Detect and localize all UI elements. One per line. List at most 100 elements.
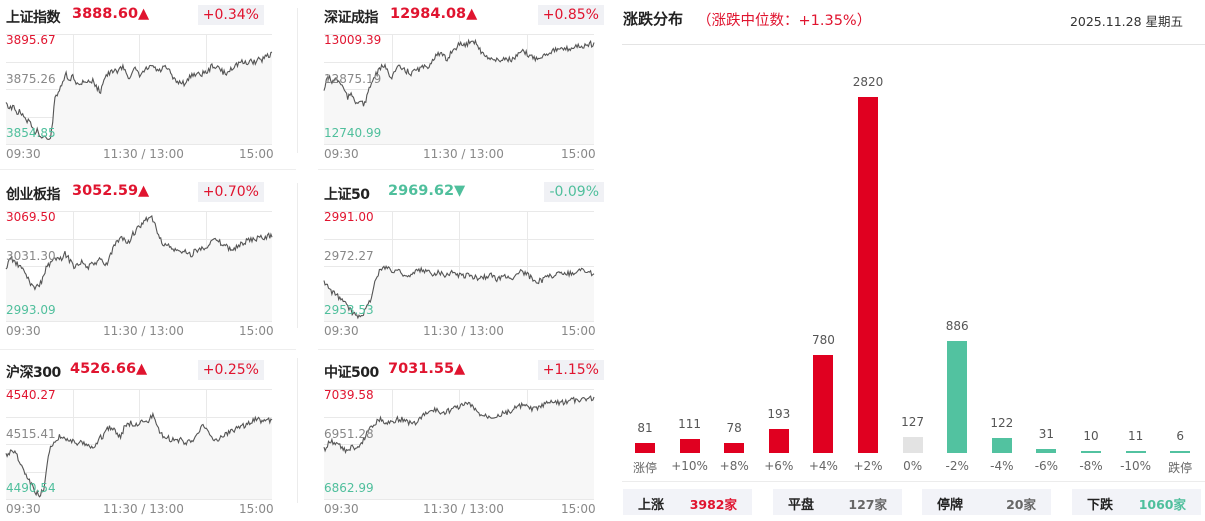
index-price: 3052.59▲ <box>72 183 150 199</box>
index-name: 上证50 <box>324 187 370 203</box>
intraday-line-chart <box>323 211 595 322</box>
index-card[interactable]: 上证50 2969.62▼ -0.09% 2991.00 2972.27 295… <box>318 177 608 347</box>
index-card[interactable]: 中证500 7031.55▲ +1.15% 7039.58 6951.28 68… <box>318 355 608 521</box>
index-header: 上证指数 3888.60▲ +0.34% <box>0 5 290 27</box>
arrow-up-icon: ▲ <box>454 361 466 377</box>
index-panel: 上证指数 3888.60▲ +0.34% 3895.67 3875.26 385… <box>0 0 604 521</box>
distribution-bar[interactable] <box>813 355 834 453</box>
change-percent-badge: +0.70% <box>197 182 264 202</box>
summary-label: 下跌 <box>1087 498 1114 513</box>
y-min-label: 3854.85 <box>6 126 56 140</box>
y-min-label: 4490.54 <box>6 481 56 495</box>
summary-count: 127家 <box>848 497 887 512</box>
area-fill <box>324 266 594 321</box>
x-end-label: 15:00 <box>239 502 274 516</box>
bar-value: 11 <box>1127 429 1144 443</box>
index-header: 深证成指 12984.08▲ +0.85% <box>318 5 608 27</box>
y-max-label: 2991.00 <box>324 210 374 224</box>
row-divider <box>318 169 594 170</box>
bar-category-label: +6% <box>764 459 794 473</box>
index-name: 深证成指 <box>324 10 379 26</box>
arrow-up-icon: ▲ <box>136 361 148 377</box>
distribution-bar[interactable] <box>1081 451 1101 453</box>
median-change: （涨跌中位数：+1.35%） <box>697 13 872 29</box>
header-divider <box>622 44 1205 45</box>
intraday-chart[interactable] <box>5 211 273 322</box>
bar-category-label: -8% <box>1079 459 1103 473</box>
summary-label: 上涨 <box>638 498 665 513</box>
distribution-bar[interactable] <box>1036 449 1057 453</box>
bar-value: 10 <box>1083 429 1099 443</box>
row-divider <box>0 349 296 350</box>
index-name: 中证500 <box>324 365 379 381</box>
price-line <box>5 51 273 140</box>
bar-value: 78 <box>726 421 742 435</box>
bar-category-label: +8% <box>719 459 749 473</box>
x-mid-label: 11:30 / 13:00 <box>103 147 184 161</box>
summary-count: 20家 <box>1006 497 1036 512</box>
index-header: 沪深300 4526.66▲ +0.25% <box>0 360 290 382</box>
index-header: 中证500 7031.55▲ +1.15% <box>318 360 608 382</box>
bar-category-label: -10% <box>1120 459 1152 473</box>
price-line <box>5 215 273 291</box>
y-min-label: 2993.09 <box>6 303 56 317</box>
index-card[interactable]: 创业板指 3052.59▲ +0.70% 3069.50 3031.30 299… <box>0 177 290 347</box>
x-mid-label: 11:30 / 13:00 <box>103 502 184 516</box>
price-line <box>323 38 595 107</box>
x-end-label: 15:00 <box>561 324 596 338</box>
distribution-bar[interactable] <box>635 443 655 453</box>
y-mid-label: 3031.30 <box>6 249 56 263</box>
area-fill <box>6 413 272 499</box>
arrow-up-icon: ▲ <box>138 183 150 199</box>
intraday-chart[interactable] <box>323 34 595 145</box>
distribution-bar[interactable] <box>679 439 700 453</box>
summary-rise[interactable]: 上涨 3982家 <box>623 489 752 515</box>
intraday-chart[interactable] <box>5 389 273 500</box>
distribution-bar[interactable] <box>724 443 745 453</box>
intraday-chart[interactable] <box>323 211 595 322</box>
bar-category-label: -6% <box>1034 459 1059 473</box>
bar-value: 127 <box>901 415 925 429</box>
x-start-label: 09:30 <box>6 502 41 516</box>
column-divider <box>297 183 298 328</box>
index-name: 沪深300 <box>6 365 61 381</box>
area-fill <box>324 396 594 499</box>
price-line <box>5 411 273 498</box>
intraday-chart[interactable] <box>5 34 273 145</box>
distribution-bar[interactable] <box>1170 451 1191 453</box>
distribution-bar[interactable] <box>902 437 923 453</box>
change-percent-badge: +1.15% <box>537 360 604 380</box>
x-start-label: 09:30 <box>324 502 359 516</box>
distribution-bar[interactable] <box>991 438 1012 453</box>
index-card[interactable]: 深证成指 12984.08▲ +0.85% 13009.39 12875.19 … <box>318 0 608 170</box>
intraday-line-chart <box>5 34 273 145</box>
distribution-panel: 涨跌分布 （涨跌中位数：+1.35%） 2025.11.28 星期五 81 涨停 1… <box>615 0 1205 521</box>
row-divider <box>318 349 594 350</box>
summary-flat[interactable]: 平盘 127家 <box>773 489 902 515</box>
distribution-bar[interactable] <box>858 97 878 453</box>
distribution-bar[interactable] <box>947 341 968 453</box>
index-card[interactable]: 沪深300 4526.66▲ +0.25% 4540.27 4515.41 44… <box>0 355 290 521</box>
summary-label: 平盘 <box>788 498 815 513</box>
summary-fall[interactable]: 下跌 1060家 <box>1072 489 1201 515</box>
intraday-chart[interactable] <box>323 389 595 500</box>
x-end-label: 15:00 <box>239 147 274 161</box>
bar-category-label: +4% <box>808 459 838 473</box>
x-mid-label: 11:30 / 13:00 <box>423 147 504 161</box>
index-card[interactable]: 上证指数 3888.60▲ +0.34% 3895.67 3875.26 385… <box>0 0 290 170</box>
intraday-line-chart <box>5 389 273 500</box>
summary-suspended[interactable]: 停牌 20家 <box>922 489 1051 515</box>
distribution-bar[interactable] <box>1125 451 1146 453</box>
distribution-title: 涨跌分布 <box>623 10 684 28</box>
y-mid-label: 6951.28 <box>324 427 374 441</box>
bar-value: 122 <box>990 416 1014 430</box>
y-max-label: 4540.27 <box>6 388 56 402</box>
change-percent-badge: +0.25% <box>197 360 264 380</box>
distribution-bar[interactable] <box>768 429 789 453</box>
change-percent-badge: +0.85% <box>537 5 604 25</box>
x-mid-label: 11:30 / 13:00 <box>103 324 184 338</box>
x-mid-label: 11:30 / 13:00 <box>423 502 504 516</box>
change-percent-badge: +0.34% <box>197 5 264 25</box>
x-end-label: 15:00 <box>239 324 274 338</box>
summary-count: 3982家 <box>689 497 737 512</box>
